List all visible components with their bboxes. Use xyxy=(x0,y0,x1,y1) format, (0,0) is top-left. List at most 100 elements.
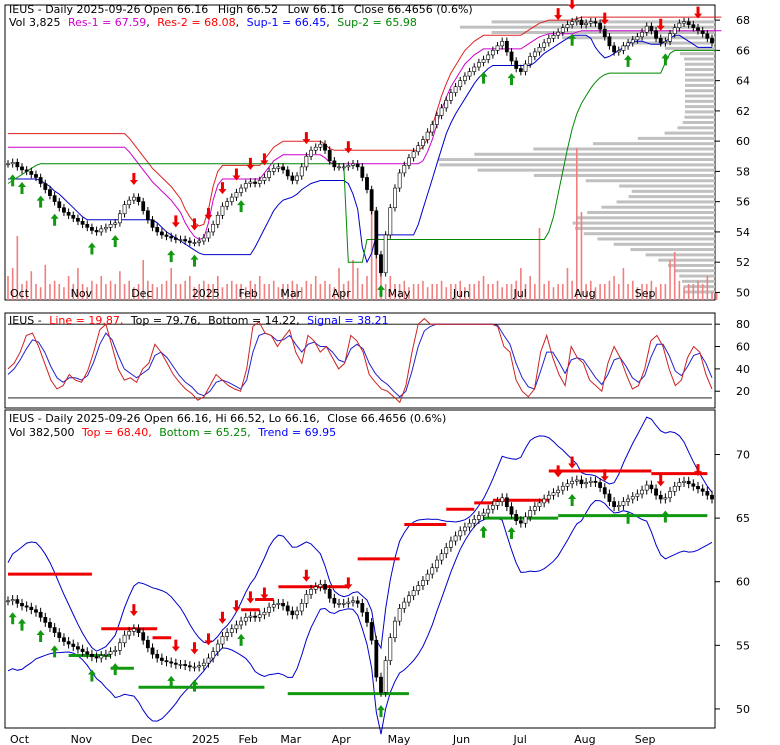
up-arrow-icon xyxy=(237,200,246,213)
candle-body xyxy=(150,219,155,228)
candle-body xyxy=(616,505,621,507)
volume-bar xyxy=(636,287,639,300)
candle-body xyxy=(542,42,547,48)
candle-body xyxy=(523,516,528,524)
candle-body xyxy=(644,25,649,33)
volume-bar xyxy=(613,276,615,300)
candle-body xyxy=(397,608,402,622)
candle-body xyxy=(192,666,197,669)
volume-bar xyxy=(562,284,564,300)
lower-price-panel-frame xyxy=(4,409,716,729)
volume-profile-bar xyxy=(682,121,715,124)
candle-body xyxy=(346,165,351,168)
candle-body xyxy=(523,63,528,72)
volume-bar xyxy=(380,268,382,300)
candle-body xyxy=(490,505,495,510)
volume-bar xyxy=(258,276,261,300)
candle-body xyxy=(528,56,533,65)
candle-body xyxy=(215,214,220,225)
volume-profile-bar xyxy=(631,189,715,193)
candle-body xyxy=(145,210,150,221)
candle-body xyxy=(374,210,379,255)
candle-body xyxy=(481,512,486,516)
volume-bar xyxy=(431,284,434,300)
volume-bar xyxy=(277,287,280,300)
candle-body xyxy=(15,162,20,168)
candle-body xyxy=(640,489,644,495)
candle-body xyxy=(579,479,584,485)
candle-body xyxy=(635,493,640,497)
candle-body xyxy=(276,166,281,169)
volume-bar xyxy=(240,284,242,300)
candle-body xyxy=(672,486,677,492)
candle-body xyxy=(407,595,411,603)
candle-body xyxy=(76,646,80,650)
volume-bar xyxy=(655,287,657,300)
volume-bar xyxy=(296,284,298,300)
volume-profile-bar xyxy=(627,41,715,45)
volume-profile-bar xyxy=(585,179,715,183)
up-arrow-icon xyxy=(50,213,59,226)
x-tick-label: Jul xyxy=(513,287,527,300)
candle-body xyxy=(52,195,57,202)
candle-body xyxy=(159,657,164,661)
candle-body xyxy=(504,41,509,53)
candle-body xyxy=(518,68,523,72)
candle-body xyxy=(402,601,407,609)
up-arrow-icon xyxy=(624,54,633,67)
candle-body xyxy=(201,237,206,242)
candle-body xyxy=(421,139,425,146)
osc-y-tick-label: 80 xyxy=(736,318,750,331)
volume-bar xyxy=(221,287,224,300)
volume-bar xyxy=(534,284,536,300)
candle-body xyxy=(416,585,421,591)
candle-body xyxy=(164,234,169,237)
candle-body xyxy=(243,617,248,622)
down-arrow-icon xyxy=(190,218,199,231)
candle-body xyxy=(239,187,244,193)
candle-body xyxy=(453,86,458,94)
x-tick-label: Sep xyxy=(635,733,656,745)
volume-bar xyxy=(212,284,214,300)
volume-bar xyxy=(198,284,200,300)
candle-body xyxy=(411,151,416,159)
candle-body xyxy=(337,166,341,169)
candle-body xyxy=(150,647,155,655)
candle-body xyxy=(48,622,52,628)
x-tick-label: Jun xyxy=(452,733,470,745)
volume-profile-bar xyxy=(684,290,715,294)
candle-body xyxy=(621,45,626,51)
candle-body xyxy=(476,515,481,520)
volume-bar xyxy=(664,284,667,300)
down-arrow-icon xyxy=(204,633,213,646)
candle-body xyxy=(565,24,570,28)
osc-signal-line xyxy=(7,323,713,398)
candle-body xyxy=(159,231,164,236)
down-arrow-icon xyxy=(232,600,241,613)
y-tick-label: 60 xyxy=(736,135,750,148)
candle-body xyxy=(117,642,122,651)
candle-body xyxy=(155,653,160,659)
volume-bar xyxy=(226,284,228,300)
volume-bar xyxy=(282,284,284,300)
candle-body xyxy=(388,207,393,236)
volume-bar xyxy=(203,280,205,300)
volume-bar xyxy=(599,284,601,300)
candle-body xyxy=(327,589,332,599)
candle-body xyxy=(248,181,253,184)
candle-body xyxy=(658,494,663,500)
volume-bar xyxy=(328,284,331,300)
volume-profile-bar xyxy=(677,126,715,130)
candle-body xyxy=(570,480,575,485)
down-arrow-icon xyxy=(344,141,353,154)
candle-body xyxy=(672,27,677,35)
candle-body xyxy=(183,239,188,242)
candle-body xyxy=(173,237,178,240)
volume-bar xyxy=(333,287,336,300)
down-arrow-icon xyxy=(554,465,563,478)
volume-bar xyxy=(356,268,359,300)
candle-body xyxy=(192,242,197,244)
candle-body xyxy=(267,606,271,613)
x-tick-label: Nov xyxy=(71,733,93,745)
